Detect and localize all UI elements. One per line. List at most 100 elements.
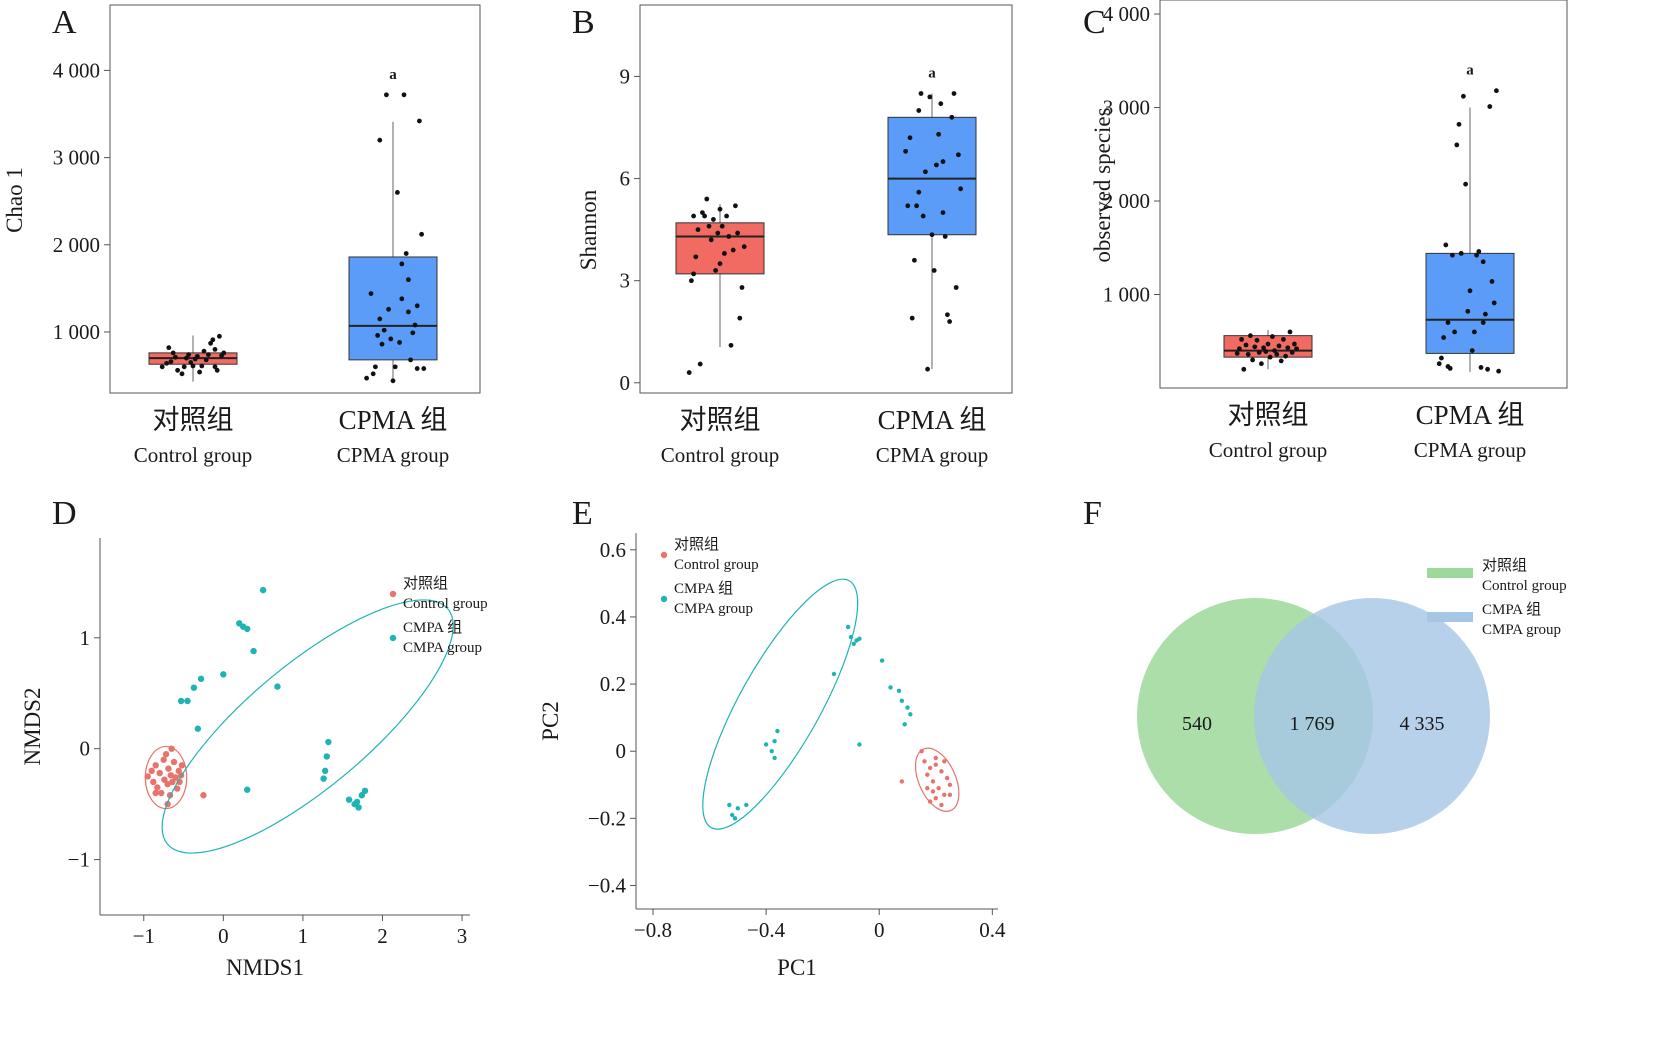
category-label-cn: CPMA 组 xyxy=(339,405,448,435)
data-point xyxy=(1494,88,1499,94)
data-point xyxy=(197,369,203,375)
data-point xyxy=(733,203,738,209)
data-point xyxy=(914,203,919,209)
y-tick-label: −0.4 xyxy=(588,874,627,898)
data-point xyxy=(221,350,227,356)
data-point-control xyxy=(167,772,175,779)
significance-letter: a xyxy=(1466,63,1474,79)
category-label-en: CPMA group xyxy=(1414,438,1527,462)
data-point-control xyxy=(899,779,905,784)
data-point xyxy=(958,186,963,192)
data-point xyxy=(691,213,696,219)
legend-marker xyxy=(389,634,397,642)
data-point xyxy=(1478,365,1484,370)
data-point-control xyxy=(160,756,167,763)
data-point xyxy=(916,108,922,113)
data-point-cmpa xyxy=(250,647,257,655)
data-point-cmpa xyxy=(729,812,735,818)
category-label-en: Control group xyxy=(1209,438,1327,462)
data-point-cmpa xyxy=(325,738,332,746)
y-tick-label: −0.2 xyxy=(588,806,626,830)
x-tick-label: 0 xyxy=(218,924,229,948)
legend-label-en: Control group xyxy=(1482,578,1567,594)
category-label-cn: CPMA 组 xyxy=(1416,400,1525,430)
data-point xyxy=(406,277,411,283)
data-point xyxy=(1245,351,1251,357)
data-point xyxy=(1465,308,1471,314)
data-point-control xyxy=(939,802,944,808)
data-point xyxy=(1456,121,1462,127)
data-point xyxy=(945,312,950,318)
data-point-cmpa xyxy=(769,749,774,754)
data-point-control xyxy=(156,769,163,777)
data-point xyxy=(206,352,211,358)
data-point xyxy=(1496,368,1501,374)
data-point-cmpa xyxy=(259,586,267,594)
data-point-control xyxy=(158,789,165,797)
legend-label-en: CMPA group xyxy=(403,640,482,656)
data-point xyxy=(1469,348,1475,354)
data-point-control xyxy=(152,762,159,769)
data-point-cmpa xyxy=(744,802,749,808)
data-point xyxy=(1294,346,1299,352)
data-point xyxy=(739,285,745,290)
data-point xyxy=(909,315,915,321)
data-point-cmpa xyxy=(190,684,198,691)
data-point xyxy=(1439,355,1444,361)
data-point xyxy=(722,251,727,256)
data-point xyxy=(1483,311,1488,317)
data-point xyxy=(956,152,961,158)
data-point xyxy=(741,244,747,250)
data-point xyxy=(1267,354,1273,360)
data-point-cmpa xyxy=(857,636,862,641)
data-point-control xyxy=(930,789,936,794)
y-tick-label: 0.2 xyxy=(600,672,626,696)
data-point xyxy=(1289,350,1295,355)
data-point xyxy=(1445,364,1451,369)
legend-label-cn: CMPA 组 xyxy=(403,619,462,636)
data-point-cmpa xyxy=(732,816,738,821)
data-point-control xyxy=(168,745,175,752)
data-point-control xyxy=(152,789,159,797)
x-tick-label: 0.4 xyxy=(979,918,1006,942)
data-point xyxy=(399,296,405,302)
legend-label-en: Control group xyxy=(403,596,488,612)
data-point xyxy=(1237,346,1242,352)
data-point-control xyxy=(947,782,953,787)
y-axis-title: NMDS2 xyxy=(20,688,45,766)
data-point-cmpa xyxy=(727,802,732,808)
data-point xyxy=(388,336,394,342)
data-point xyxy=(1445,320,1451,325)
data-point xyxy=(737,315,743,321)
data-point-control xyxy=(927,765,933,771)
data-point xyxy=(1436,361,1442,367)
data-point-cmpa xyxy=(772,755,777,761)
data-point-control xyxy=(925,772,930,777)
data-point xyxy=(381,327,387,333)
data-point-cmpa xyxy=(244,625,251,633)
data-point xyxy=(1272,348,1277,354)
category-label-cn: 对照组 xyxy=(680,405,761,435)
x-axis-title: NMDS1 xyxy=(226,955,304,980)
data-point-cmpa xyxy=(851,641,856,646)
y-tick-label: 0.6 xyxy=(600,538,626,562)
data-point xyxy=(925,366,930,372)
data-point xyxy=(397,340,402,345)
data-point xyxy=(208,340,214,346)
data-point xyxy=(905,203,911,209)
data-point xyxy=(1250,357,1255,363)
y-axis-title: PC2 xyxy=(538,701,563,741)
y-tick-label: 2 000 xyxy=(1103,189,1150,213)
data-point-cmpa xyxy=(772,738,777,744)
data-point xyxy=(1256,350,1262,355)
y-tick-label: 0 xyxy=(80,737,91,761)
data-point-control xyxy=(164,780,171,788)
venn-region-count: 1 769 xyxy=(1290,713,1335,735)
data-point xyxy=(938,101,944,107)
data-point-control xyxy=(925,785,930,791)
data-point xyxy=(940,159,946,164)
data-point xyxy=(406,309,411,315)
data-point xyxy=(918,91,924,96)
data-point xyxy=(1292,341,1297,347)
panel-letter-A: A xyxy=(52,4,77,41)
